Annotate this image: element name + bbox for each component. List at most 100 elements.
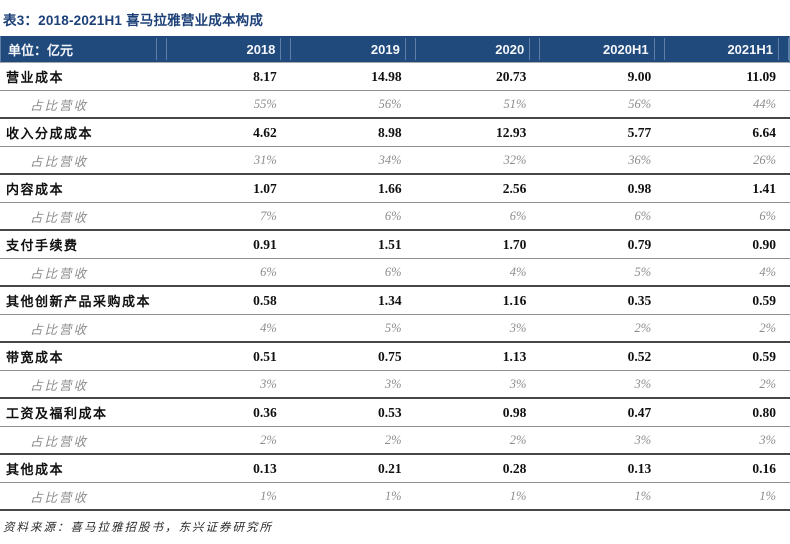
- cost-row: 收入分成成本 4.62 8.98 12.93 5.77 6.64: [0, 119, 790, 147]
- cost-value: 0.51: [253, 348, 277, 364]
- cost-value: 1.13: [502, 348, 527, 364]
- ratio-row: 占比营收 1% 1% 1% 1% 1%: [0, 483, 790, 511]
- cost-value: 1.07: [253, 180, 277, 196]
- cost-value: 4.62: [253, 124, 277, 140]
- ratio-value: 34%: [378, 152, 402, 167]
- cost-value: 0.90: [752, 236, 776, 252]
- ratio-value: 4%: [260, 320, 277, 335]
- cost-row-label: 其他成本: [6, 462, 65, 477]
- cost-row: 内容成本 1.07 1.66 2.56 0.98 1.41: [0, 175, 790, 203]
- cost-value: 6.64: [752, 124, 776, 140]
- cost-value: 0.98: [627, 180, 652, 196]
- cost-value: 8.98: [377, 124, 402, 140]
- cost-value: 0.13: [627, 460, 652, 476]
- ratio-value: 3%: [509, 376, 527, 391]
- cost-row: 其他成本 0.13 0.21 0.28 0.13 0.16: [0, 455, 790, 483]
- ratio-row-label: 占比营收: [30, 434, 89, 449]
- cost-row: 支付手续费 0.91 1.51 1.70 0.79 0.90: [0, 231, 790, 259]
- ratio-value: 1%: [384, 488, 402, 503]
- ratio-value: 3%: [634, 376, 652, 391]
- ratio-row-label: 占比营收: [30, 154, 89, 169]
- column-header-2020: 2020: [416, 36, 541, 62]
- cost-row-label: 工资及福利成本: [6, 406, 108, 421]
- cost-row-label: 带宽成本: [6, 350, 65, 365]
- cost-value: 1.66: [377, 180, 402, 196]
- ratio-value: 6%: [260, 264, 277, 279]
- ratio-value: 2%: [759, 320, 776, 335]
- cost-value: 1.70: [502, 236, 527, 252]
- cost-value: 0.36: [253, 404, 277, 420]
- ratio-value: 4%: [759, 264, 776, 279]
- cost-value: 11.09: [746, 68, 776, 84]
- cost-row: 营业成本 8.17 14.98 20.73 9.00 11.09: [0, 63, 790, 91]
- cost-value: 8.17: [253, 68, 277, 84]
- ratio-value: 6%: [634, 208, 652, 223]
- cost-value: 0.28: [502, 460, 527, 476]
- ratio-row: 占比营收 6% 6% 4% 5% 4%: [0, 259, 790, 287]
- cost-row-label: 支付手续费: [6, 238, 79, 253]
- ratio-value: 2%: [634, 320, 652, 335]
- source-note: 资料来源：喜马拉雅招股书，东兴证券研究所: [3, 522, 273, 534]
- cost-row: 工资及福利成本 0.36 0.53 0.98 0.47 0.80: [0, 399, 790, 427]
- ratio-value: 5%: [384, 320, 402, 335]
- ratio-value: 3%: [260, 376, 277, 391]
- ratio-value: 51%: [503, 96, 527, 111]
- ratio-value: 36%: [628, 152, 652, 167]
- cost-value: 12.93: [496, 124, 527, 140]
- ratio-value: 6%: [384, 264, 402, 279]
- ratio-row-label: 占比营收: [30, 322, 89, 337]
- ratio-value: 2%: [759, 376, 776, 391]
- cost-value: 1.51: [377, 236, 402, 252]
- cost-value: 0.75: [377, 348, 402, 364]
- ratio-row: 占比营收 2% 2% 2% 3% 3%: [0, 427, 790, 455]
- ratio-value: 26%: [753, 152, 776, 167]
- ratio-value: 3%: [759, 432, 776, 447]
- cost-row-label: 其他创新产品采购成本: [6, 294, 152, 309]
- cost-value: 1.34: [377, 292, 402, 308]
- cost-value: 14.98: [371, 68, 402, 84]
- cost-row-label: 内容成本: [6, 182, 65, 197]
- ratio-value: 3%: [509, 320, 527, 335]
- cost-value: 0.16: [752, 460, 776, 476]
- ratio-value: 31%: [253, 152, 277, 167]
- cost-value: 5.77: [627, 124, 652, 140]
- column-header-2020h1: 2020H1: [540, 36, 666, 62]
- cost-value: 0.59: [752, 292, 776, 308]
- ratio-value: 2%: [384, 432, 402, 447]
- ratio-row-label: 占比营收: [30, 98, 89, 113]
- cost-value: 0.53: [377, 404, 402, 420]
- cost-value: 0.59: [752, 348, 776, 364]
- ratio-value: 55%: [253, 96, 277, 111]
- ratio-value: 5%: [634, 264, 652, 279]
- ratio-value: 44%: [753, 96, 776, 111]
- ratio-value: 1%: [634, 488, 652, 503]
- ratio-value: 6%: [384, 208, 402, 223]
- ratio-value: 6%: [509, 208, 527, 223]
- cost-value: 0.13: [253, 460, 277, 476]
- ratio-value: 6%: [759, 208, 776, 223]
- cost-value: 0.35: [627, 292, 652, 308]
- cost-row: 带宽成本 0.51 0.75 1.13 0.52 0.59: [0, 343, 790, 371]
- cost-value: 1.41: [752, 180, 776, 196]
- ratio-value: 3%: [634, 432, 652, 447]
- ratio-value: 56%: [628, 96, 652, 111]
- ratio-row: 占比营收 3% 3% 3% 3% 2%: [0, 371, 790, 399]
- ratio-row: 占比营收 31% 34% 32% 36% 26%: [0, 147, 790, 175]
- ratio-value: 1%: [759, 488, 776, 503]
- cost-row: 其他创新产品采购成本 0.58 1.34 1.16 0.35 0.59: [0, 287, 790, 315]
- cost-row-label: 营业成本: [6, 70, 65, 85]
- unit-label: 单位：亿元: [1, 36, 167, 62]
- cost-composition-table: 单位：亿元 2018 2019 2020 2020H1 2021H1 营业成本 …: [0, 36, 790, 511]
- ratio-row-label: 占比营收: [30, 210, 89, 225]
- ratio-value: 7%: [260, 208, 277, 223]
- ratio-row-label: 占比营收: [30, 378, 89, 393]
- ratio-row-label: 占比营收: [30, 266, 89, 281]
- cost-value: 1.16: [502, 292, 527, 308]
- ratio-value: 1%: [509, 488, 527, 503]
- cost-value: 0.80: [752, 404, 776, 420]
- cost-value: 0.47: [627, 404, 652, 420]
- ratio-value: 1%: [260, 488, 277, 503]
- column-header-2021h1: 2021H1: [665, 36, 790, 62]
- cost-value: 9.00: [627, 68, 652, 84]
